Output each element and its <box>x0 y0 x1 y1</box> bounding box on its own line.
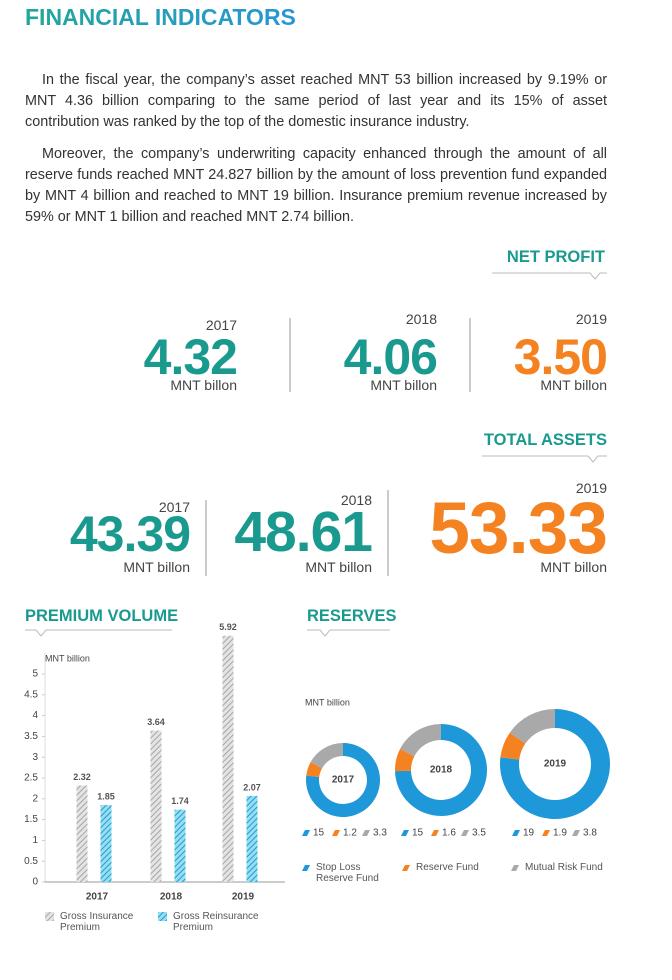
data-label: 3.64 <box>147 717 165 727</box>
legend-marker <box>302 865 310 871</box>
donut-segment <box>394 748 415 772</box>
unit-label: MNT billon <box>370 377 437 393</box>
donut-segment <box>509 709 555 744</box>
y-tick-label: 4 <box>32 710 38 721</box>
metric-value: 53.33 <box>429 488 608 569</box>
data-label: 2.07 <box>243 782 261 792</box>
legend-marker <box>512 830 520 836</box>
unit-label: MNT billon <box>540 559 607 575</box>
section-title: RESERVES <box>307 607 397 625</box>
year-label: 2019 <box>575 480 607 496</box>
donut-segment <box>306 743 381 818</box>
unit-label: MNT billon <box>540 377 607 393</box>
data-label: 5.92 <box>219 622 237 632</box>
donut-value-label: 1.9 <box>553 828 567 839</box>
year-label: 2019 <box>575 311 607 327</box>
bar <box>150 730 162 882</box>
legend-marker <box>572 830 580 836</box>
axis-label: MNT billion <box>45 653 90 663</box>
paragraph: Moreover, the company’s underwriting cap… <box>25 146 607 225</box>
legend-marker <box>511 865 519 871</box>
dividers <box>205 318 471 576</box>
unit-label: MNT billion <box>305 697 350 707</box>
y-tick-label: 2.5 <box>24 773 38 784</box>
legend-label: Reserve Fund <box>416 862 479 873</box>
donut-value-label: 15 <box>313 828 325 839</box>
donut-center-label: 2017 <box>332 775 355 786</box>
legend-label: Gross Insurance Premium <box>60 911 134 933</box>
donut-center-label: 2018 <box>430 765 453 776</box>
donut-value-label: 19 <box>523 828 535 839</box>
header-lines <box>25 272 607 637</box>
year-label: 2018 <box>405 311 437 327</box>
donut-value-label: 3.8 <box>583 828 597 839</box>
donut-value-label: 3.3 <box>373 828 387 839</box>
metric-value: 4.06 <box>343 329 438 385</box>
donut-segment <box>310 743 343 769</box>
legend-marker <box>401 830 409 836</box>
legend-swatch <box>158 912 167 921</box>
y-tick-label: 5 <box>32 669 38 680</box>
metric-value: 4.32 <box>143 329 238 385</box>
bar <box>76 785 88 882</box>
metric-value: 48.61 <box>234 500 373 564</box>
donut-segment <box>395 724 488 817</box>
x-tick-label: 2017 <box>86 892 109 903</box>
bar <box>174 809 186 882</box>
y-tick-label: 3 <box>32 752 38 763</box>
unit-label: MNT billon <box>170 377 237 393</box>
page-title: FINANCIAL INDICATORS <box>25 4 296 30</box>
x-tick-label: 2019 <box>232 892 255 903</box>
section-title: PREMIUM VOLUME <box>25 607 179 625</box>
y-tick-label: 0 <box>32 877 38 888</box>
paragraph: In the fiscal year, the company’s asset … <box>25 72 607 130</box>
y-tick-label: 1.5 <box>24 814 38 825</box>
year-label: 2018 <box>340 492 372 508</box>
legend-marker <box>431 830 439 836</box>
donut-value-label: 3.5 <box>472 828 486 839</box>
legend-label: Stop Loss Reserve Fund <box>316 862 379 884</box>
metric-value: 43.39 <box>69 506 191 562</box>
year-label: 2017 <box>205 317 237 333</box>
y-tick-label: 1 <box>32 835 38 846</box>
donut-segment <box>500 709 610 819</box>
legend-swatch <box>45 912 54 921</box>
bar <box>222 635 234 882</box>
donut-value-label: 15 <box>412 828 424 839</box>
donut-center-label: 2019 <box>544 759 567 770</box>
y-tick-label: 4.5 <box>24 689 38 700</box>
donut-segment <box>400 724 441 757</box>
metric-value: 3.50 <box>513 329 608 385</box>
donut-value-label: 1.2 <box>343 828 357 839</box>
y-tick-label: 0.5 <box>24 856 38 867</box>
legend-marker <box>461 830 469 836</box>
donut-segment <box>500 732 526 760</box>
legend-marker <box>542 830 550 836</box>
legend-marker <box>362 830 370 836</box>
data-label: 2.32 <box>73 772 91 782</box>
y-tick-label: 2 <box>32 793 38 804</box>
year-label: 2017 <box>158 499 190 515</box>
bar <box>100 805 112 882</box>
legend-label: Mutual Risk Fund <box>525 862 603 873</box>
legend-label: Gross Reinsurance Premium <box>173 911 259 933</box>
data-label: 1.85 <box>97 791 115 801</box>
legend-marker <box>302 830 310 836</box>
section-title: TOTAL ASSETS <box>483 431 607 449</box>
legend-marker <box>332 830 340 836</box>
bar <box>246 795 258 882</box>
donut-segment <box>306 762 323 778</box>
x-tick-label: 2018 <box>160 892 183 903</box>
legend-marker <box>402 865 410 871</box>
unit-label: MNT billon <box>123 559 190 575</box>
y-tick-label: 3.5 <box>24 731 38 742</box>
unit-label: MNT billon <box>305 559 372 575</box>
donut-value-label: 1.6 <box>442 828 456 839</box>
section-title: NET PROFIT <box>506 248 605 266</box>
data-label: 1.74 <box>171 796 189 806</box>
